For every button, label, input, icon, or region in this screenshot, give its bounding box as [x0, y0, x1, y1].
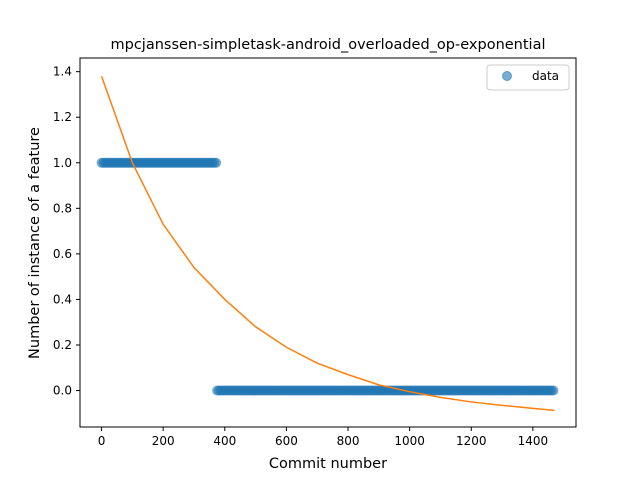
data-point — [211, 157, 222, 168]
legend-entry-data: data — [532, 69, 559, 83]
y-tick-label: 1.2 — [53, 110, 72, 124]
data-point — [548, 385, 559, 396]
x-tick-label: 400 — [213, 434, 236, 448]
x-tick-label: 1200 — [456, 434, 487, 448]
x-axis-label: Commit number — [269, 456, 387, 472]
y-tick-label: 0.8 — [53, 201, 72, 215]
x-tick-label: 200 — [152, 434, 175, 448]
legend-marker — [502, 71, 512, 81]
x-tick-label: 800 — [337, 434, 360, 448]
data-points-segment — [96, 157, 222, 168]
plot-area — [96, 75, 559, 412]
x-tick-label: 600 — [275, 434, 298, 448]
x-tick-label: 1000 — [394, 434, 425, 448]
y-axis-label: Number of instance of a feature — [27, 127, 43, 359]
y-tick-label: 1.0 — [53, 156, 72, 170]
x-tick-label: 1400 — [518, 434, 549, 448]
y-tick-label: 0.2 — [53, 338, 72, 352]
x-tick-label: 0 — [98, 434, 106, 448]
legend: data — [486, 64, 570, 91]
x-axis: 0 200 400 600 800 1000 1200 1400 — [98, 427, 548, 448]
y-axis: 0.0 0.2 0.4 0.6 0.8 1.0 1.2 1.4 — [53, 65, 80, 398]
axes-frame — [79, 57, 577, 428]
y-tick-label: 0.6 — [53, 247, 72, 261]
chart-title: mpcjanssen-simpletask-android_overloaded… — [110, 37, 545, 53]
y-tick-label: 0.4 — [53, 292, 72, 306]
y-tick-label: 1.4 — [53, 65, 72, 79]
fit-curve — [100, 75, 555, 412]
y-tick-label: 0.0 — [53, 384, 72, 398]
